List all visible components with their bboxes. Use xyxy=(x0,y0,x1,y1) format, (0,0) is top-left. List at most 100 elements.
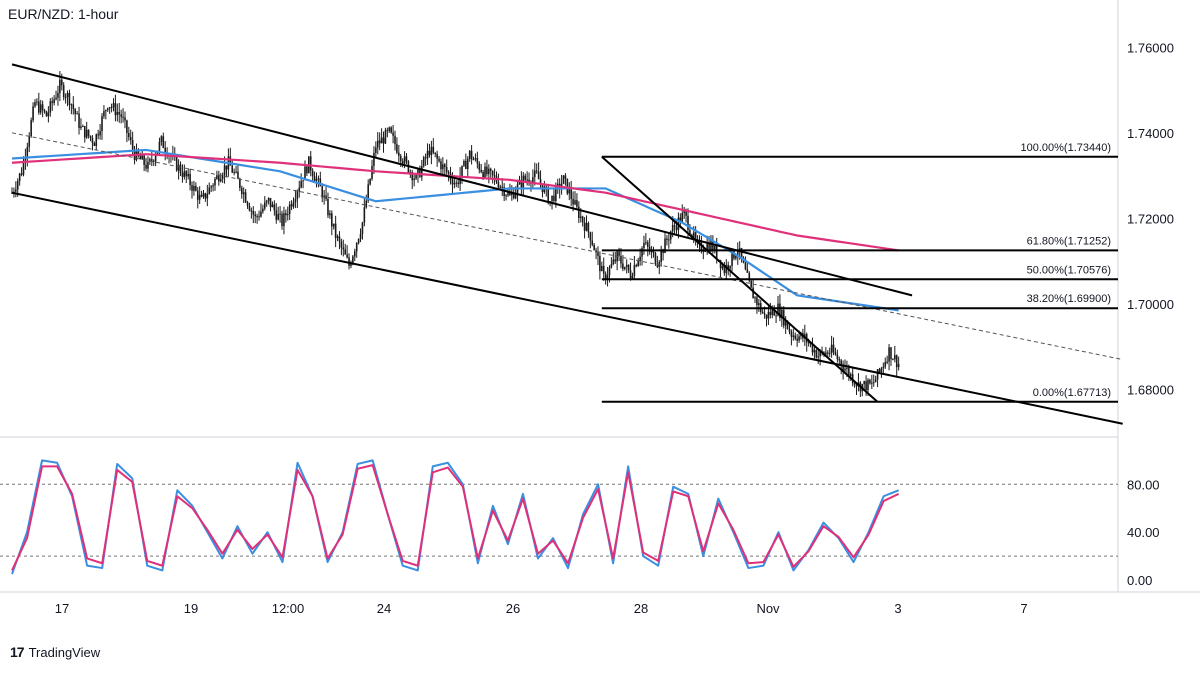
candle-body xyxy=(610,263,613,268)
candle-body xyxy=(511,192,513,196)
candle-body xyxy=(807,342,810,344)
candle-body xyxy=(204,193,207,199)
tradingview-brand[interactable]: 17 TradingView xyxy=(10,644,100,660)
candle-body xyxy=(327,198,329,216)
candle-body xyxy=(15,189,17,192)
candle-body xyxy=(319,178,322,187)
candle-body xyxy=(179,164,182,173)
fib-level-label: 50.00%(1.70576) xyxy=(1027,264,1111,276)
candle-body xyxy=(145,164,147,169)
candle-body xyxy=(625,264,628,267)
candle-body xyxy=(466,158,469,169)
plot-borders xyxy=(0,0,1200,593)
fib-level-label: 38.20%(1.69900) xyxy=(1027,293,1111,305)
candle-body xyxy=(815,350,818,358)
candle-body xyxy=(292,202,295,207)
candle-body xyxy=(426,150,429,159)
candle-body xyxy=(277,213,279,220)
candle-body xyxy=(166,152,168,157)
candle-body xyxy=(112,103,115,108)
candle-body xyxy=(442,164,444,170)
candle-body xyxy=(348,257,350,266)
candle-body xyxy=(633,265,636,276)
candle-body xyxy=(788,329,791,332)
candle-body xyxy=(59,79,61,93)
candle-body xyxy=(177,164,180,171)
candle-body xyxy=(36,101,38,103)
candle-body xyxy=(390,127,392,133)
candle-body xyxy=(317,178,320,180)
candle-body xyxy=(421,166,423,177)
candle-body xyxy=(386,130,389,132)
candle-body xyxy=(114,103,117,116)
candle-body xyxy=(250,210,253,212)
candle-body xyxy=(424,157,427,159)
candle-body xyxy=(344,249,347,255)
candle-body xyxy=(363,207,366,223)
candle-body xyxy=(890,347,892,360)
candle-body xyxy=(432,146,435,153)
candle-body xyxy=(60,79,63,86)
candle-body xyxy=(221,175,224,179)
candle-body xyxy=(242,192,245,195)
candle-body xyxy=(285,213,287,216)
candle-body xyxy=(288,204,291,215)
candle-body xyxy=(781,310,783,319)
candle-body xyxy=(581,216,584,223)
candle-body xyxy=(769,311,772,315)
candle-body xyxy=(388,127,391,131)
candle-body xyxy=(650,251,653,253)
candle-body xyxy=(461,165,463,176)
candle-body xyxy=(262,208,264,212)
candle-body xyxy=(828,352,831,354)
candle-body xyxy=(570,189,572,199)
candle-body xyxy=(869,379,871,384)
candle-body xyxy=(141,155,144,160)
candle-body xyxy=(731,251,733,266)
candle-body xyxy=(413,178,415,181)
candle-body xyxy=(736,251,739,256)
candle-body xyxy=(509,192,511,196)
candle-body xyxy=(589,232,592,241)
candle-body xyxy=(196,190,199,200)
price-tick-label: 1.74000 xyxy=(1127,126,1174,141)
candle-body xyxy=(16,181,19,190)
candle-body xyxy=(715,246,718,260)
candle-body xyxy=(457,182,459,185)
candle-body xyxy=(622,263,624,269)
candle-body xyxy=(108,107,111,109)
candle-body xyxy=(321,186,324,198)
candle-body xyxy=(744,262,747,270)
time-tick-label: 26 xyxy=(506,601,520,616)
candle-body xyxy=(443,164,446,168)
candle-body xyxy=(87,129,90,136)
candle-body xyxy=(528,179,530,183)
candle-body xyxy=(631,275,634,279)
candle-body xyxy=(488,168,490,175)
candle-body xyxy=(66,92,69,98)
candle-body xyxy=(436,153,438,159)
candle-body xyxy=(30,120,32,137)
candle-body xyxy=(505,195,507,197)
candle-body xyxy=(654,252,657,265)
candle-body xyxy=(147,161,149,169)
candle-body xyxy=(566,178,569,194)
candle-body xyxy=(49,101,52,113)
candle-body xyxy=(706,243,708,251)
oscillator-pane xyxy=(0,459,1118,575)
candle-body xyxy=(668,239,670,241)
candle-body xyxy=(187,173,189,177)
candle-body xyxy=(817,356,820,358)
candle-body xyxy=(660,250,662,262)
candle-body xyxy=(775,315,777,317)
candle-body xyxy=(754,297,756,299)
candle-body xyxy=(556,183,559,186)
candle-body xyxy=(118,112,121,115)
candle-body xyxy=(568,189,571,194)
candle-body xyxy=(103,111,105,117)
candle-body xyxy=(365,200,368,208)
candle-body xyxy=(844,368,846,371)
candle-body xyxy=(76,113,78,115)
candle-body xyxy=(265,200,268,203)
candle-body xyxy=(763,313,766,315)
